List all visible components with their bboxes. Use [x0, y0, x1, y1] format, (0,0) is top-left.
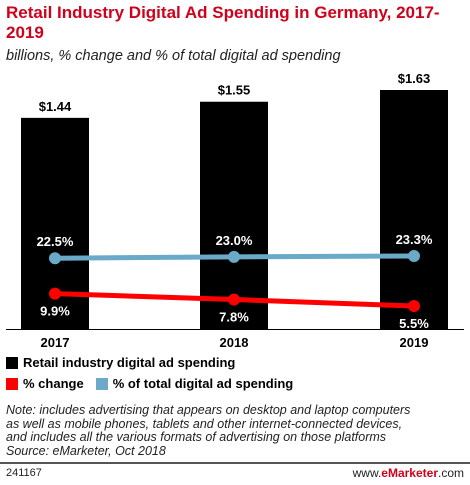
- data-label-change-2019: 5.5%: [399, 316, 429, 331]
- note-line-3: and includes all the various formats of …: [6, 430, 387, 444]
- bar-2018: [200, 101, 268, 329]
- chart-id: 241167: [6, 467, 42, 479]
- x-tick-2019: 2019: [400, 335, 429, 350]
- data-label-share-2019: 23.3%: [396, 232, 433, 247]
- footer-divider: [0, 462, 470, 464]
- legend-swatch-spending: [6, 356, 18, 369]
- chart-plot: $1.44 2017 $1.55 2018 $1.63 2019 22.5% 23.0% 23.…: [6, 71, 464, 350]
- bar-label-2019: $1.63: [398, 71, 431, 86]
- point-change-2019: [408, 300, 420, 312]
- legend-label-change: % change: [23, 376, 84, 391]
- legend-label-share: % of total digital ad spending: [112, 376, 294, 391]
- brand-suffix: .com: [437, 466, 464, 480]
- legend-label-spending: Retail industry digital ad spending: [23, 355, 236, 370]
- chart-subtitle: billions, % change and % of total digita…: [6, 48, 341, 64]
- legend-swatch-change: [6, 377, 18, 390]
- x-tick-2017: 2017: [41, 335, 70, 350]
- legend-item-share: % of total digital ad spending: [95, 376, 294, 391]
- chart-title: Retail Industry Digital Ad Spending in G…: [6, 3, 440, 42]
- brand-name: eMarketer: [381, 466, 438, 480]
- data-label-share-2018: 23.0%: [216, 233, 253, 248]
- note-source: Source: eMarketer, Oct 2018: [6, 443, 166, 458]
- point-change-2017: [49, 287, 61, 300]
- note-line-1: Note: includes advertising that appears …: [6, 403, 411, 417]
- bar-label-2017: $1.44: [39, 99, 72, 114]
- bar-2019: [380, 90, 448, 329]
- point-share-2017: [49, 252, 61, 265]
- legend-item-change: % change: [6, 376, 84, 391]
- note-line-2: as well as mobile phones, tablets and ot…: [6, 416, 403, 431]
- point-share-2019: [408, 250, 420, 262]
- legend-row-1: Retail industry digital ad spending: [6, 355, 247, 370]
- point-share-2018: [228, 250, 240, 263]
- point-change-2018: [228, 293, 240, 306]
- data-label-change-2018: 7.8%: [219, 310, 249, 325]
- brand-prefix: www.: [352, 466, 382, 480]
- legend-row-2: % change % of total digital ad spending: [6, 376, 305, 391]
- bar-label-2018: $1.55: [218, 83, 251, 98]
- legend-item-spending: Retail industry digital ad spending: [6, 355, 235, 370]
- data-label-share-2017: 22.5%: [37, 234, 74, 249]
- x-tick-2018: 2018: [220, 335, 249, 350]
- legend-swatch-share: [95, 377, 108, 390]
- data-label-change-2017: 9.9%: [40, 304, 70, 319]
- brand-logo: www.eMarketer.com: [353, 466, 464, 480]
- chart-note: Note: includes advertising that appears …: [6, 403, 468, 458]
